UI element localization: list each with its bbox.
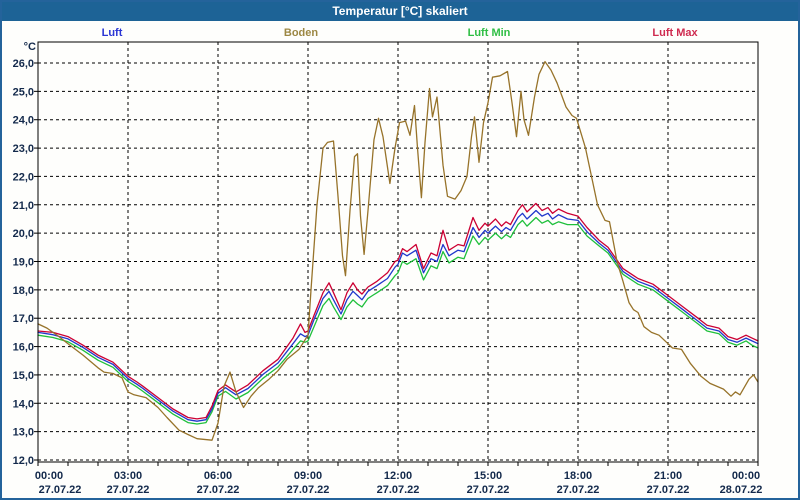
y-tick-label: 14,0 bbox=[13, 398, 34, 410]
series-luft-max bbox=[37, 202, 759, 420]
window-title: Temperatur [°C] skaliert bbox=[332, 4, 468, 18]
x-tick-time-label: 06:00 bbox=[204, 470, 232, 482]
x-tick-time-label: 00:00 bbox=[35, 470, 63, 482]
y-tick-label: 25,0 bbox=[13, 86, 34, 98]
series-boden bbox=[37, 60, 759, 441]
series-luft-min bbox=[37, 216, 759, 425]
x-tick-date-label: 27.07.22 bbox=[287, 484, 330, 496]
x-tick-date-label: 27.07.22 bbox=[647, 484, 690, 496]
x-tick-time-label: 00:00 bbox=[732, 470, 760, 482]
y-tick-label: 21,0 bbox=[13, 200, 34, 212]
y-tick-label: 17,0 bbox=[13, 313, 34, 325]
x-tick-date-label: 28.07.22 bbox=[720, 484, 763, 496]
x-tick-time-label: 15:00 bbox=[474, 470, 502, 482]
legend-item-luft: Luft bbox=[101, 27, 123, 39]
y-tick-label: 19,0 bbox=[13, 257, 34, 269]
y-tick-label: 18,0 bbox=[13, 285, 34, 297]
x-tick-date-label: 27.07.22 bbox=[107, 484, 150, 496]
y-tick-label: 20,0 bbox=[13, 228, 34, 240]
y-tick-label: 12,0 bbox=[13, 455, 34, 467]
x-tick-date-label: 27.07.22 bbox=[197, 484, 240, 496]
x-tick-time-label: 18:00 bbox=[564, 470, 592, 482]
legend-item-luft-max: Luft Max bbox=[652, 27, 698, 39]
y-tick-label: 26,0 bbox=[13, 58, 34, 70]
title-bar: Temperatur [°C] skaliert bbox=[2, 2, 798, 21]
y-tick-label: 23,0 bbox=[13, 143, 34, 155]
legend-item-luft-min: Luft Min bbox=[467, 27, 511, 39]
y-tick-label: 13,0 bbox=[13, 427, 34, 439]
x-tick-time-label: 09:00 bbox=[294, 470, 322, 482]
x-tick-date-label: 27.07.22 bbox=[39, 484, 82, 496]
plot-frame bbox=[37, 41, 759, 463]
x-tick-date-label: 27.07.22 bbox=[467, 484, 510, 496]
y-axis-unit-label: °C bbox=[24, 41, 36, 53]
x-tick-date-label: 27.07.22 bbox=[557, 484, 600, 496]
y-tick-label: 16,0 bbox=[13, 342, 34, 354]
x-tick-time-label: 03:00 bbox=[114, 470, 142, 482]
y-tick-label: 24,0 bbox=[13, 115, 34, 127]
legend-item-boden: Boden bbox=[283, 27, 319, 39]
x-tick-date-label: 27.07.22 bbox=[377, 484, 420, 496]
x-tick-time-label: 12:00 bbox=[384, 470, 412, 482]
x-tick-time-label: 21:00 bbox=[654, 470, 682, 482]
y-tick-label: 22,0 bbox=[13, 171, 34, 183]
series-luft bbox=[37, 209, 759, 422]
y-tick-label: 15,0 bbox=[13, 370, 34, 382]
